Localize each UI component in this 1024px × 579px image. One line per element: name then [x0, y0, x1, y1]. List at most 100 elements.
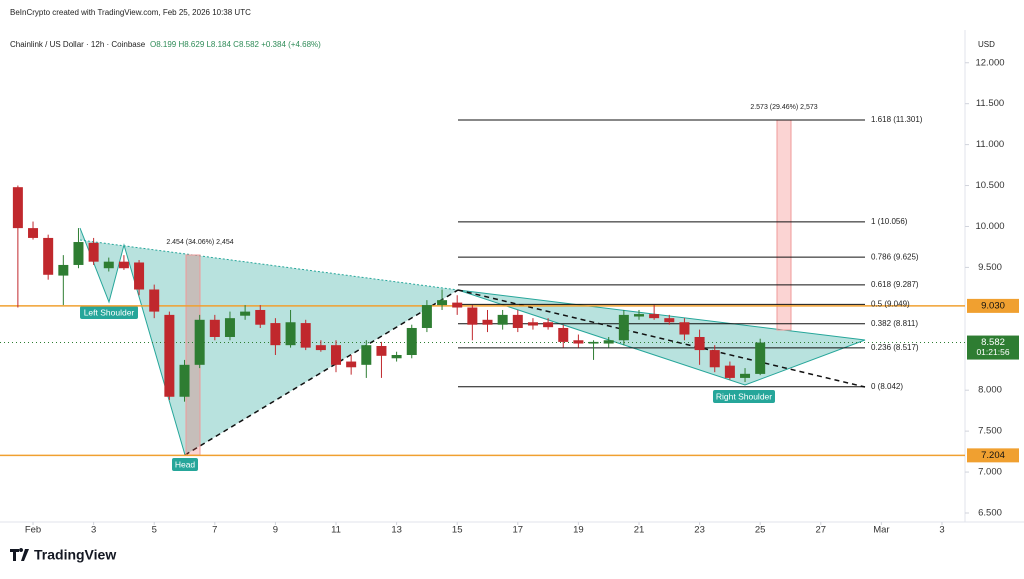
candle-body: [270, 323, 281, 346]
candle-body: [118, 261, 129, 269]
measure-box: [776, 119, 792, 331]
candle-body: [376, 345, 387, 356]
candle-body: [603, 340, 614, 344]
currency: USD: [978, 40, 995, 49]
price-badge-label: 9.030: [981, 300, 1005, 311]
brand: TradingView: [34, 547, 116, 563]
countdown: 01:21:56: [976, 347, 1009, 357]
fib-label: 0.236 (8.517): [871, 343, 919, 352]
chart-title: Chainlink / US Dollar · 12h · Coinbase: [10, 40, 146, 49]
y-tick-label: 10.000: [975, 221, 1004, 232]
candle-body: [179, 364, 190, 397]
fib-label: 0 (8.042): [871, 382, 903, 391]
candle-body: [43, 237, 54, 275]
candle-body: [315, 345, 326, 351]
candle-body: [346, 361, 357, 368]
candle-body: [452, 302, 463, 308]
candle-body: [300, 323, 311, 348]
x-tick-label: 25: [755, 525, 766, 536]
trend-line: [184, 289, 459, 456]
candle-body: [679, 322, 690, 335]
y-tick-label: 7.500: [978, 426, 1002, 437]
credit: BeInCrypto created with TradingView.com,…: [10, 8, 251, 17]
candle-body: [755, 342, 766, 374]
x-tick-label: 23: [694, 525, 705, 536]
candle-body: [649, 314, 660, 319]
x-tick-label: 5: [152, 525, 157, 536]
x-tick-label: Mar: [873, 525, 889, 536]
candle-body: [512, 314, 523, 328]
pattern-line: [79, 227, 186, 456]
ohlc-legend: O8.199 H8.629 L8.184 C8.582 +0.384 (+4.6…: [150, 40, 321, 49]
y-tick-label: 9.500: [978, 262, 1002, 273]
annotation-badge: [80, 306, 138, 319]
candle-body: [618, 314, 629, 341]
fib-label: 1.618 (11.301): [871, 115, 923, 124]
candle-body: [103, 261, 114, 269]
x-tick-label: 17: [513, 525, 524, 536]
y-tick-label: 11.000: [976, 139, 1004, 150]
candle-body: [527, 322, 538, 326]
candle-body: [694, 336, 705, 351]
candle-body: [164, 314, 175, 397]
price-badge: [967, 448, 1019, 463]
candle-body: [361, 345, 372, 365]
x-tick-label: 13: [391, 525, 402, 536]
y-tick-label: 8.000: [978, 385, 1002, 396]
candle-body: [588, 341, 599, 344]
annotation: Right Shoulder: [716, 391, 772, 401]
fib-label: 0.786 (9.625): [871, 252, 919, 261]
y-tick-label: 11.500: [976, 98, 1004, 109]
last-price-label: 8.582: [981, 337, 1005, 348]
brand-logo: [10, 548, 29, 561]
candle-body: [331, 345, 342, 365]
candle-body: [391, 354, 402, 359]
y-tick-label: 12.000: [975, 57, 1004, 68]
candle-body: [421, 305, 432, 328]
candle-body: [740, 373, 751, 378]
candle-body: [664, 318, 675, 323]
candle-body: [497, 314, 508, 325]
x-tick-label: 9: [273, 525, 278, 536]
annotation: Left Shoulder: [84, 307, 135, 317]
candle-body: [255, 309, 266, 325]
head-shoulders-area: [80, 228, 458, 455]
candle-body: [134, 262, 145, 290]
y-tick-label: 7.000: [978, 467, 1002, 478]
x-tick-label: Feb: [25, 525, 41, 536]
x-tick-label: 11: [331, 525, 341, 536]
candle-body: [633, 314, 644, 317]
price-badge-label: 7.204: [981, 450, 1005, 461]
candle-body: [285, 322, 296, 346]
candle-body: [406, 327, 417, 355]
candle-body: [709, 350, 720, 368]
fib-label: 0.5 (9.049): [871, 299, 910, 308]
candle-body: [467, 307, 478, 325]
candle-body: [12, 187, 23, 229]
candle-body: [209, 319, 220, 337]
x-tick-label: 3: [91, 525, 96, 536]
x-tick-label: 21: [634, 525, 645, 536]
annotation: Head: [175, 459, 196, 469]
measure-label: 2.454 (34.06%) 2,454: [166, 239, 233, 246]
candle-body: [573, 340, 584, 344]
candle-body: [88, 242, 99, 262]
candle-body: [58, 264, 69, 276]
x-tick-label: 7: [212, 525, 217, 536]
candle-body: [224, 318, 235, 337]
candle-body: [240, 311, 251, 316]
candle-body: [28, 228, 39, 238]
candle-body: [194, 319, 205, 365]
candle-body: [149, 289, 160, 312]
fib-label: 0.618 (9.287): [871, 280, 919, 289]
x-tick-label: 27: [815, 525, 826, 536]
measure-label: 2.573 (29.46%) 2,573: [750, 104, 817, 111]
annotation-badge: [172, 458, 198, 471]
last-price-badge: [967, 335, 1019, 360]
price-badge: [967, 298, 1019, 313]
annotation-badge: [713, 390, 775, 403]
candle-body: [482, 319, 493, 325]
x-tick-label: 19: [573, 525, 584, 536]
candle-body: [724, 365, 735, 378]
